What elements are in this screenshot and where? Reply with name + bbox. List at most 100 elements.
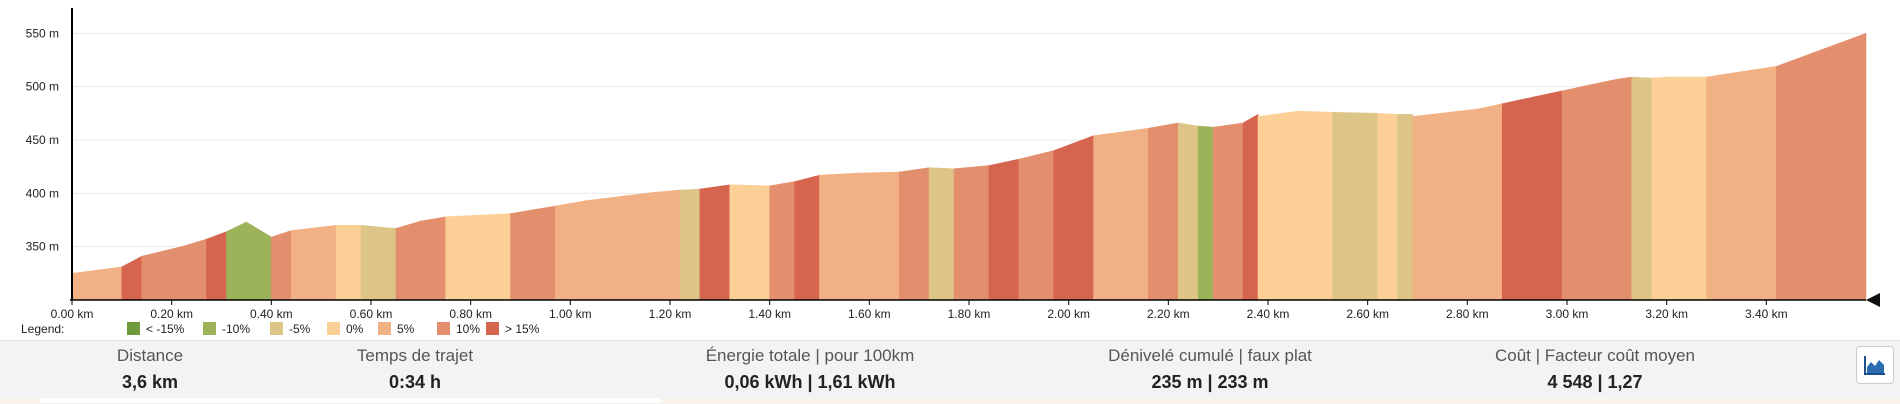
elevation-segment (1178, 122, 1199, 301)
x-tick-label: 2.80 km (1446, 307, 1489, 321)
elevation-segment (1257, 110, 1299, 301)
legend-entry-label: 0% (346, 322, 364, 336)
elevation-segment (794, 174, 820, 301)
elevation-segment (1666, 76, 1707, 301)
elevation-segment (181, 238, 207, 301)
y-tick-label: 550 m (26, 26, 59, 40)
elevation-segment (246, 221, 272, 301)
legend-swatch (437, 322, 450, 335)
profile-end-marker (1866, 293, 1880, 307)
elevation-segment (420, 216, 447, 301)
elevation-segment (206, 231, 227, 301)
stat-energy: Énergie totale | pour 100km 0,06 kWh | 1… (660, 345, 960, 397)
x-tick-label: 1.20 km (649, 307, 692, 321)
bottom-panel-edge (0, 398, 1900, 403)
elevation-segment (1242, 113, 1259, 301)
elevation-segment (819, 172, 860, 301)
legend-entry-label: < -15% (146, 322, 185, 336)
x-tick-label: 1.00 km (549, 307, 592, 321)
legend-swatch (270, 322, 283, 335)
elevation-segment (988, 158, 1020, 301)
stat-distance-value: 3,6 km (121, 372, 179, 392)
elevation-segment (1601, 78, 1618, 301)
chart-axes: 350 m 400 m 450 m 500 m 550 m 0.00 km 0.20 km 0… (26, 8, 1866, 321)
elevation-segment (121, 255, 143, 301)
stat-distance: Distance 3,6 km (0, 345, 300, 397)
stat-distance-label: Distance (116, 346, 184, 365)
elevation-segment (729, 184, 770, 301)
legend-swatch (486, 322, 499, 335)
x-tick-label: 2.20 km (1147, 307, 1190, 321)
elevation-segment (1093, 127, 1149, 301)
y-tick-label: 500 m (26, 80, 59, 94)
elevation-segment (1501, 100, 1518, 301)
elevation-segment (1651, 76, 1667, 301)
stat-elevation-value: 235 m | 233 m (1151, 372, 1269, 392)
elevation-segment (1377, 113, 1398, 301)
legend-entry-label: -10% (222, 322, 250, 336)
legend-entry-label: > 15% (505, 322, 540, 336)
elevation-segment (445, 213, 511, 301)
chart-legend: Legend: < -15% -10% -5% 0% 5% 10% > 15% (21, 322, 540, 336)
x-tick-label: 0.60 km (350, 307, 393, 321)
x-tick-label: 3.20 km (1645, 307, 1688, 321)
elevation-segment (654, 189, 681, 301)
legend-swatch (327, 322, 340, 335)
x-tick-label: 2.40 km (1247, 307, 1290, 321)
elevation-segment (1477, 103, 1503, 301)
stat-cost-value: 4 548 | 1,27 (1547, 372, 1643, 392)
elevation-segment (141, 246, 182, 301)
elevation-segment (1197, 125, 1214, 301)
x-tick-label: 0.80 km (449, 307, 492, 321)
elevation-segment (271, 230, 292, 301)
legend-entry-label: 10% (456, 322, 480, 336)
route-stats-bar: Distance 3,6 km Temps de trajet 0:34 h É… (0, 340, 1900, 404)
legend-swatch (203, 322, 216, 335)
elevation-segment (1148, 122, 1179, 301)
x-tick-label: 3.40 km (1745, 307, 1788, 321)
elevation-segment (1332, 111, 1378, 301)
elevation-segment (1581, 82, 1603, 301)
elevation-segments (71, 32, 1867, 301)
legend-swatch (378, 322, 391, 335)
legend-entry-label: 5% (397, 322, 415, 336)
stat-cost: Coût | Facteur coût moyen 4 548 | 1,27 (1445, 345, 1745, 397)
x-tick-label: 2.60 km (1346, 307, 1389, 321)
area-chart-icon (1864, 356, 1885, 375)
elevation-segment (360, 225, 397, 301)
elevation-segment (395, 220, 422, 301)
elevation-segment (1412, 108, 1478, 301)
x-tick-label: 1.60 km (848, 307, 891, 321)
y-tick-label: 400 m (26, 186, 59, 200)
legend-swatch (127, 322, 140, 335)
elevation-segment (679, 188, 701, 301)
elevation-segment (898, 167, 930, 301)
elevation-chart-toggle-button[interactable] (1856, 346, 1894, 384)
elevation-segment (769, 181, 795, 301)
stat-travel-time-value: 0:34 h (388, 372, 442, 392)
x-tick-label: 0.40 km (250, 307, 293, 321)
elevation-segment (619, 191, 656, 301)
elevation-segment (1616, 76, 1633, 301)
elevation-segment (1018, 150, 1055, 301)
elevation-segment (1516, 90, 1563, 301)
x-tick-label: 3.00 km (1546, 307, 1589, 321)
stat-travel-time-label: Temps de trajet (356, 346, 474, 365)
stat-travel-time: Temps de trajet 0:34 h (265, 345, 565, 397)
elevation-segment (1776, 32, 1867, 301)
elevation-profile-chart: 350 m 400 m 450 m 500 m 550 m 0.00 km 0.20 km 0… (21, 8, 1880, 336)
elevation-segment (1397, 114, 1413, 301)
elevation-segment (1212, 122, 1244, 301)
elevation-segment (1561, 86, 1583, 301)
elevation-segment (928, 167, 955, 301)
x-tick-label: 0.20 km (150, 307, 193, 321)
x-tick-label: 1.40 km (748, 307, 791, 321)
y-tick-label: 350 m (26, 240, 59, 254)
legend-title: Legend: (21, 322, 64, 336)
stat-elevation-label: Dénivelé cumulé | faux plat (1108, 346, 1312, 365)
stat-elevation: Dénivelé cumulé | faux plat 235 m | 233 … (1060, 345, 1360, 397)
y-tick-label: 450 m (26, 133, 59, 147)
elevation-segment (953, 165, 990, 301)
x-tick-label: 1.80 km (948, 307, 991, 321)
elevation-segment (1053, 135, 1094, 301)
